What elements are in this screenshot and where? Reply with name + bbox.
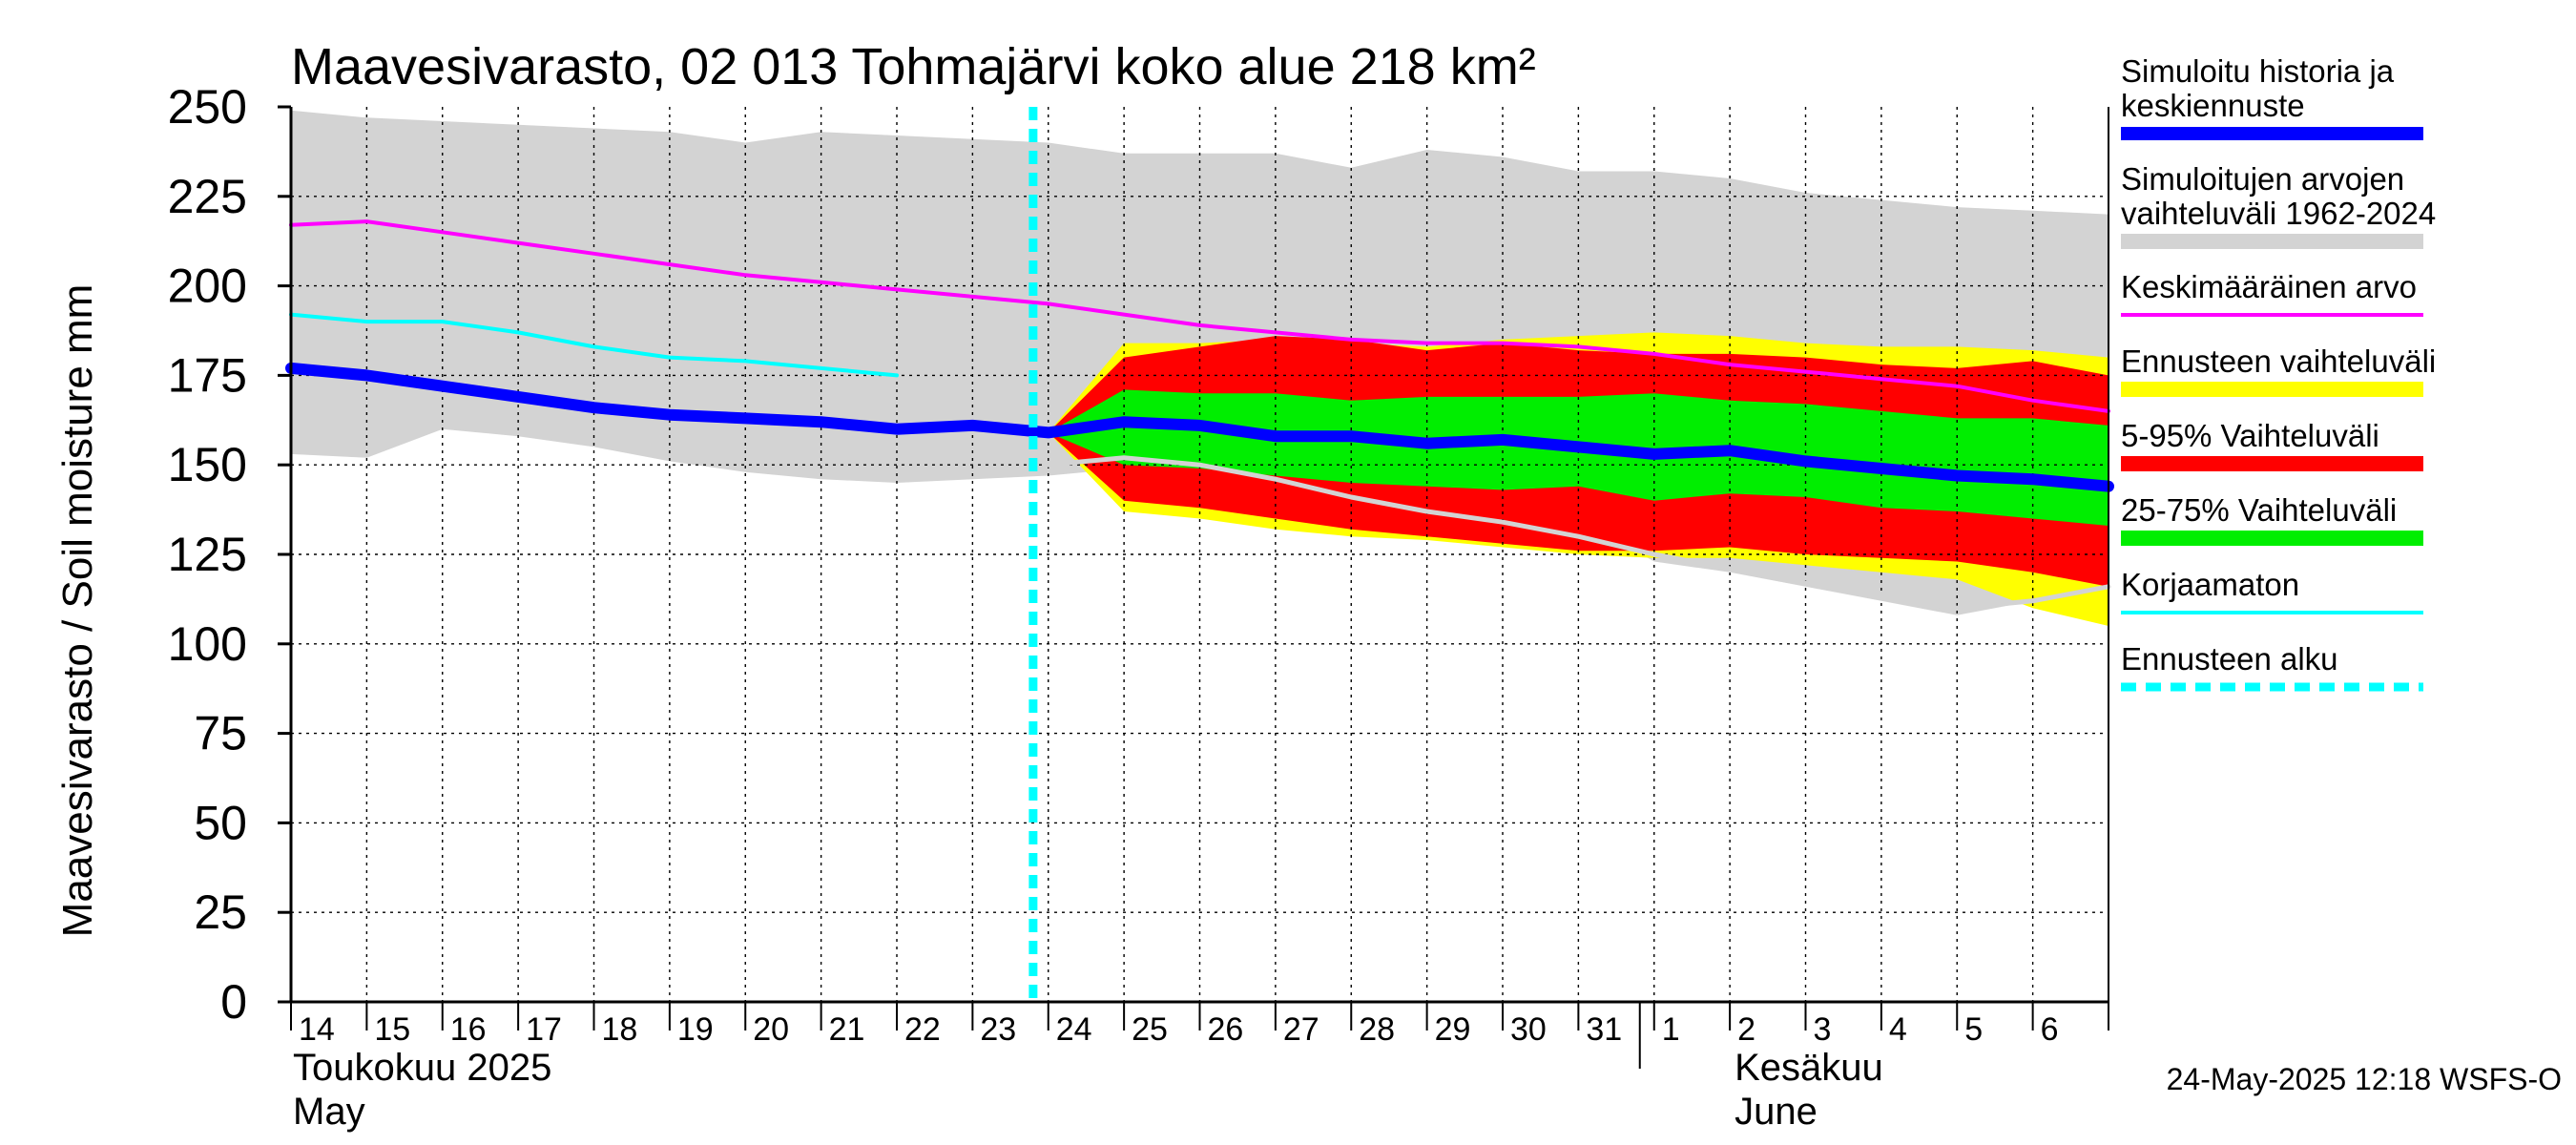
legend-label: Simuloitu historia ja [2121,53,2395,89]
legend-label: Keskimääräinen arvo [2121,269,2417,304]
legend-label: Simuloitujen arvojen [2121,161,2404,197]
legend-label: Korjaamaton [2121,567,2299,602]
uncorrected-line [289,312,899,378]
y-tick-label: 150 [168,438,247,491]
y-tick-label: 200 [168,260,247,313]
x-tick-label: 2 [1737,1011,1755,1048]
month-label: Kesäkuu [1735,1047,1883,1089]
legend-label: 25-75% Vaihteluväli [2121,492,2397,528]
x-tick-label: 14 [299,1011,335,1048]
y-tick-label: 100 [168,617,247,671]
legend-label: Ennusteen vaihteluväli [2121,344,2436,379]
chart-title: Maavesivarasto, 02 013 Tohmajärvi koko a… [291,38,1536,95]
p25-75-band [1048,389,2109,526]
legend-label: 5-95% Vaihteluväli [2121,418,2379,453]
x-tick-label: 21 [829,1011,865,1048]
x-tick-label: 15 [374,1011,410,1048]
x-tick-label: 22 [904,1011,941,1048]
x-tick-label: 1 [1662,1011,1680,1048]
timestamp-footer: 24-May-2025 12:18 WSFS-O [2167,1062,2562,1096]
x-tick-label: 31 [1586,1011,1622,1048]
x-tick-label: 17 [526,1011,562,1048]
x-tick-label: 26 [1208,1011,1244,1048]
x-tick-label: 5 [1964,1011,1983,1048]
uncorrected-forecast-line [1046,455,2111,611]
y-tick-label: 225 [168,170,247,223]
y-tick-label: 250 [168,80,247,134]
x-tick-label: 20 [753,1011,789,1048]
x-tick-label: 28 [1359,1011,1395,1048]
x-tick-label: 4 [1889,1011,1907,1048]
month-label-en: May [293,1091,365,1133]
x-tick-label: 24 [1056,1011,1092,1048]
legend-label: keskiennuste [2121,88,2305,123]
month-label: Toukokuu 2025 [293,1047,551,1089]
x-tick-label: 19 [677,1011,714,1048]
x-tick-label: 16 [450,1011,487,1048]
x-tick-label: 6 [2041,1011,2059,1048]
y-axis-label: Maavesivarasto / Soil moisture mm [54,284,101,938]
x-tick-label: 3 [1814,1011,1832,1048]
x-tick-label: 27 [1283,1011,1319,1048]
y-tick-label: 25 [194,885,247,939]
x-tick-label: 18 [602,1011,638,1048]
x-tick-label: 25 [1132,1011,1168,1048]
y-tick-label: 50 [194,796,247,849]
y-tick-label: 125 [168,528,247,581]
x-tick-label: 23 [980,1011,1016,1048]
y-tick-label: 0 [220,975,247,1029]
y-tick-label: 175 [168,348,247,402]
month-label-en: June [1735,1091,1818,1133]
x-tick-label: 29 [1435,1011,1471,1048]
legend-label: vaihteluväli 1962-2024 [2121,196,2436,231]
mean-line [289,219,2110,413]
legend-label: Ennusteen alku [2121,641,2338,677]
main-series-line [285,362,2114,492]
x-tick-label: 30 [1510,1011,1547,1048]
y-tick-label: 75 [194,707,247,760]
